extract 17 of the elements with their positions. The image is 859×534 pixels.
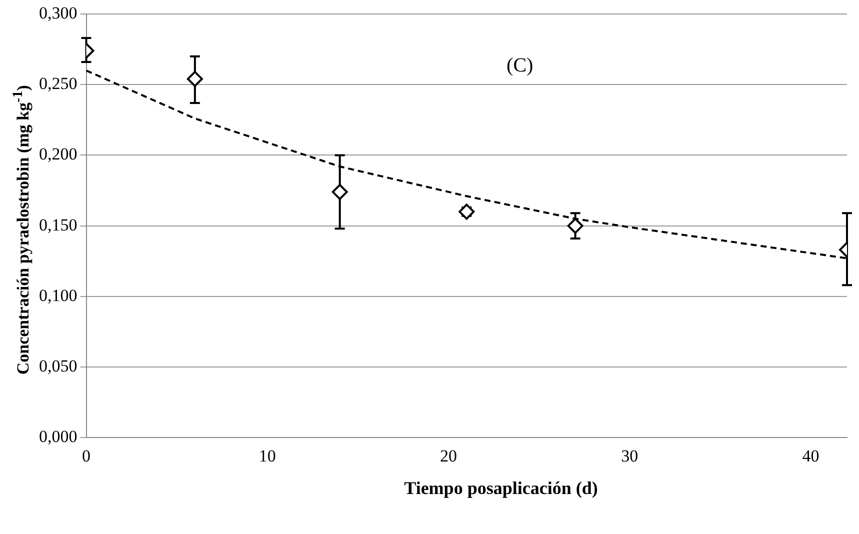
x-tick-label: 0 (82, 446, 90, 466)
x-axis-title: Tiempo posaplicación (d) (403, 478, 599, 499)
annotation: (C) (506, 54, 534, 76)
y-tick-label: 0,250 (39, 74, 78, 94)
y-tick-label: 0,100 (39, 286, 78, 305)
x-tick-label: 30 (621, 446, 638, 466)
y-tick-label: 0,050 (39, 356, 78, 376)
y-tick-label: 0,300 (39, 3, 78, 22)
y-tick-label: 0,200 (39, 144, 78, 164)
x-tick-label: 10 (258, 446, 276, 466)
y-tick-label: 0,000 (39, 427, 78, 446)
point (332, 184, 348, 200)
x-tick-label: 40 (802, 446, 820, 466)
point (458, 204, 475, 220)
point (567, 218, 584, 234)
x-tick-label: 20 (440, 446, 458, 466)
y-tick-label: 0,150 (39, 215, 78, 234)
